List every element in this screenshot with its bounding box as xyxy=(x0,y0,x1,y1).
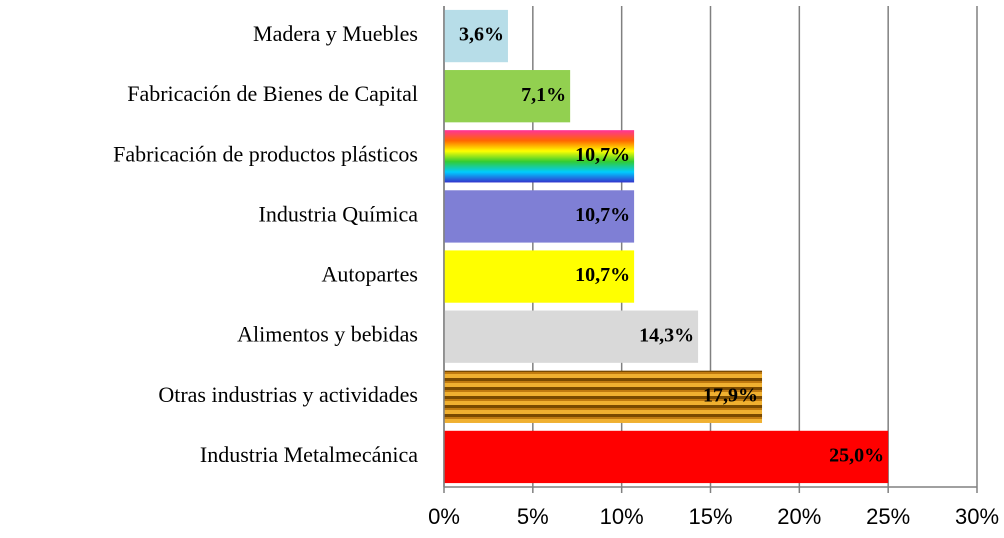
bar xyxy=(444,70,571,123)
bar xyxy=(444,310,699,363)
category-label: Autopartes xyxy=(321,262,418,287)
category-label: Madera y Muebles xyxy=(253,21,418,46)
bar xyxy=(444,370,763,423)
x-tick-label: 20% xyxy=(777,504,821,529)
category-label: Otras industrias y actividades xyxy=(158,382,418,407)
category-label: Fabricación de productos plásticos xyxy=(113,141,418,166)
x-tick-label: 15% xyxy=(688,504,732,529)
data-label: 3,6% xyxy=(459,24,504,46)
data-label: 25,0% xyxy=(829,445,884,467)
category-label: Alimentos y bebidas xyxy=(237,322,418,347)
data-label: 10,7% xyxy=(575,204,630,226)
x-tick-label: 25% xyxy=(866,504,910,529)
bar xyxy=(444,190,635,243)
category-label: Fabricación de Bienes de Capital xyxy=(127,81,418,106)
data-label: 10,7% xyxy=(575,264,630,286)
x-tick-label: 0% xyxy=(428,504,460,529)
bar xyxy=(444,9,508,63)
category-label: Industria Metalmecánica xyxy=(200,442,418,467)
bar xyxy=(444,250,635,303)
bar xyxy=(444,130,635,183)
bar xyxy=(444,430,889,484)
data-label: 7,1% xyxy=(521,84,566,106)
x-tick-label: 30% xyxy=(955,504,999,529)
data-label: 10,7% xyxy=(575,144,630,166)
data-label: 14,3% xyxy=(639,324,694,346)
data-label: 17,9% xyxy=(703,384,758,406)
x-tick-label: 5% xyxy=(517,504,549,529)
x-tick-label: 10% xyxy=(600,504,644,529)
category-label: Industria Química xyxy=(259,201,419,226)
